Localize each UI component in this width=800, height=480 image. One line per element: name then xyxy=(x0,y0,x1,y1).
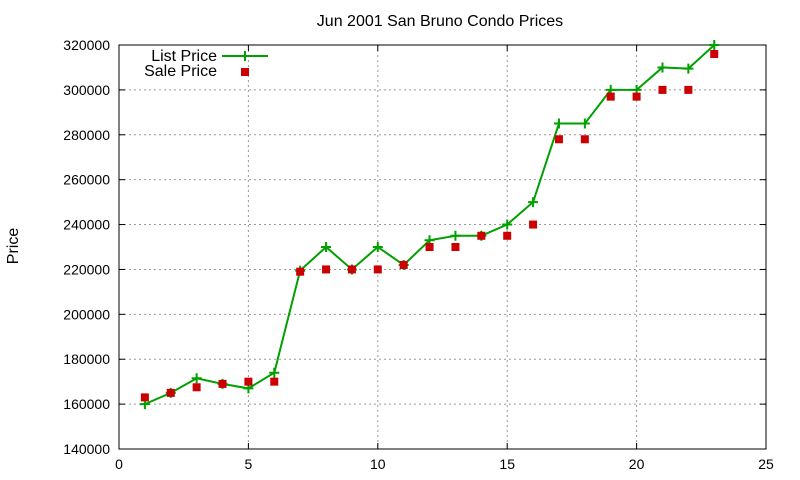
x-tick-label: 20 xyxy=(629,456,645,472)
sale-price-point xyxy=(658,85,667,94)
y-axis-label: Price xyxy=(5,228,22,265)
sale-price-point xyxy=(270,377,279,386)
y-tick-label: 160000 xyxy=(63,396,110,412)
sale-price-point xyxy=(322,265,331,274)
y-tick-label: 200000 xyxy=(63,306,110,322)
x-tick-label: 25 xyxy=(758,456,774,472)
sale-price-point xyxy=(373,265,382,274)
sale-price-point xyxy=(451,243,460,251)
y-tick-label: 280000 xyxy=(63,127,110,143)
sale-price-point xyxy=(710,49,719,58)
chart-title: Jun 2001 San Bruno Condo Prices xyxy=(317,13,563,30)
sale-price-point xyxy=(684,85,693,94)
y-tick-label: 180000 xyxy=(63,351,110,367)
y-tick-label: 240000 xyxy=(63,217,110,233)
list-price-point xyxy=(709,40,720,50)
legend: List Price Sale Price xyxy=(144,48,268,80)
legend-label-list-price: List Price xyxy=(151,48,217,65)
sale-price-point xyxy=(347,265,356,274)
list-price-point xyxy=(372,242,383,252)
sale-price-point xyxy=(425,243,434,251)
list-price-point xyxy=(321,242,332,252)
sale-price-point xyxy=(606,92,615,101)
x-tick-label: 0 xyxy=(115,456,123,472)
legend-marker-sale-price xyxy=(241,68,249,76)
list-price-point xyxy=(657,62,668,73)
list-price-point xyxy=(683,63,694,74)
list-price-point xyxy=(528,197,539,208)
list-price-point xyxy=(502,219,513,230)
x-tick-label: 15 xyxy=(499,456,515,472)
sale-price-point xyxy=(166,388,175,397)
y-tick-label: 260000 xyxy=(63,172,110,188)
y-tick-label: 140000 xyxy=(63,441,110,457)
sale-price-point xyxy=(632,92,641,101)
sale-price-point xyxy=(244,377,253,386)
y-tick-label: 220000 xyxy=(63,261,110,277)
plot-frame xyxy=(118,44,767,450)
sale-price-point xyxy=(399,260,408,269)
tick-layer: 0 5 10 15 20 25 140000 160000 180000 200000 220000… xyxy=(63,37,774,472)
sale-price-point xyxy=(580,135,589,144)
list-price-point xyxy=(553,118,564,129)
sale-price-point xyxy=(192,383,201,392)
list-price-point xyxy=(191,373,202,384)
list-price-point xyxy=(450,230,461,241)
sale-price-point xyxy=(554,135,563,144)
sale-price-point xyxy=(218,379,227,388)
sale-price-point xyxy=(503,231,512,240)
sale-price-point xyxy=(529,220,538,229)
series-layer xyxy=(139,40,720,410)
sale-price-point xyxy=(477,231,486,240)
legend-marker-list-price xyxy=(240,51,250,61)
sale-price-point xyxy=(296,267,305,276)
sale-price-point xyxy=(140,393,149,402)
list-price-point xyxy=(269,367,280,378)
y-tick-label: 300000 xyxy=(63,82,110,98)
y-tick-label: 320000 xyxy=(63,37,110,53)
x-tick-label: 10 xyxy=(370,456,386,472)
legend-label-sale-price: Sale Price xyxy=(144,63,217,80)
list-price-point xyxy=(579,118,590,129)
x-tick-label: 5 xyxy=(245,456,253,472)
